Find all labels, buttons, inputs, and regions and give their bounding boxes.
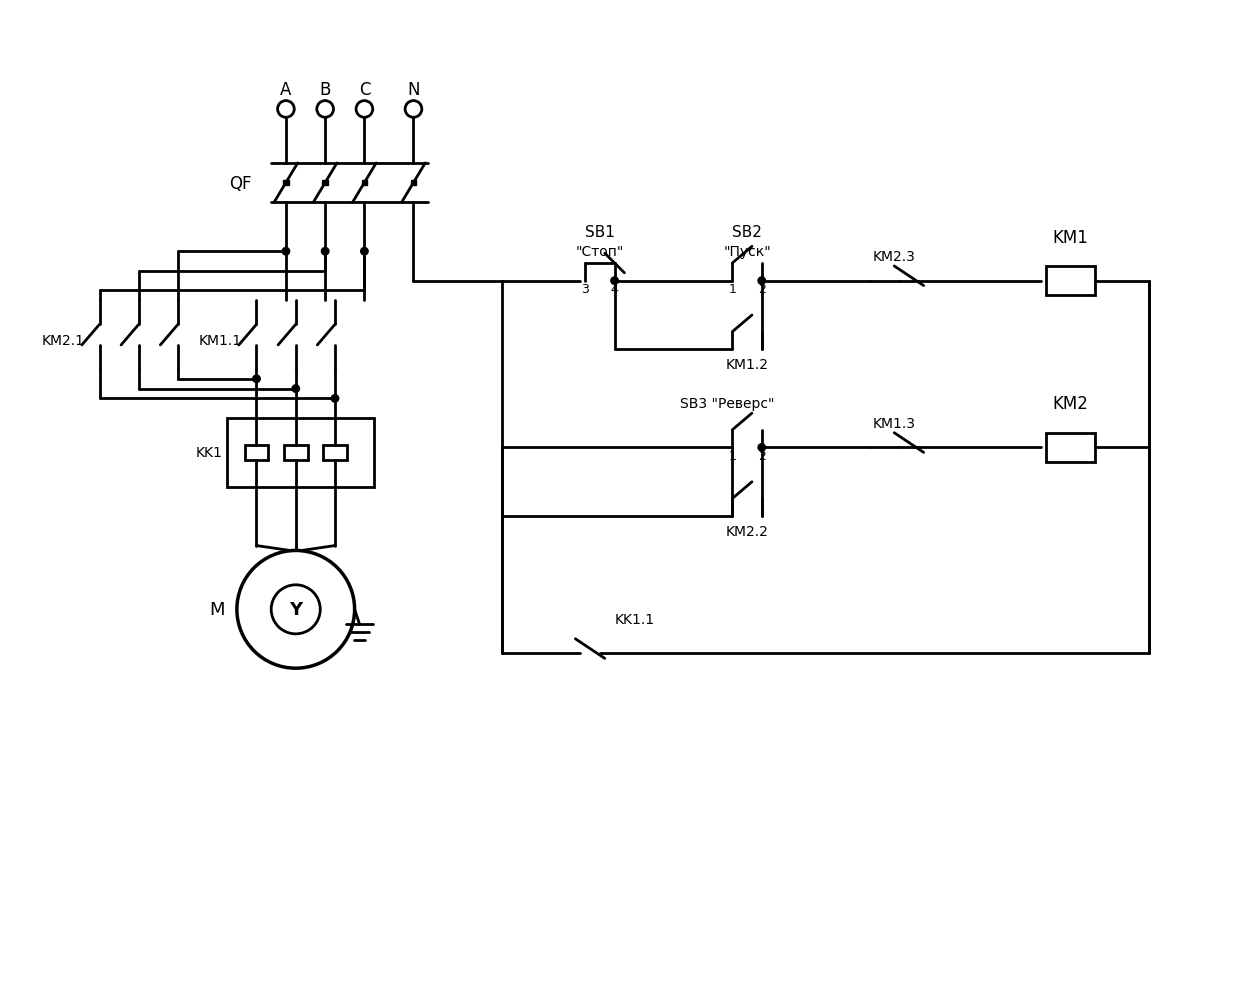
Text: SB2: SB2 [732,225,762,240]
Text: A: A [280,82,291,99]
Text: KM1: KM1 [1053,229,1089,247]
Text: Y: Y [289,600,302,618]
Circle shape [253,376,260,383]
Text: SB1: SB1 [585,225,615,240]
Text: 2: 2 [758,449,766,462]
Bar [411,181,416,186]
Text: 2: 2 [758,282,766,295]
Circle shape [282,248,290,255]
Text: KM1.1: KM1.1 [198,333,242,347]
Text: KM2: KM2 [1053,395,1089,413]
Text: KM1.3: KM1.3 [872,416,916,430]
Text: B: B [320,82,331,99]
Text: "Стоп": "Стоп" [576,245,624,259]
Text: M: M [209,600,225,618]
Text: 1: 1 [729,282,736,295]
Text: KK1.1: KK1.1 [615,612,654,626]
Bar [245,445,269,461]
Bar [1046,266,1095,296]
Text: N: N [408,82,420,99]
Bar [362,181,367,186]
Bar [227,418,374,487]
Bar [323,445,347,461]
Circle shape [611,277,618,285]
Circle shape [292,386,300,393]
Text: QF: QF [229,174,252,193]
Text: 1: 1 [729,449,736,462]
Text: 4: 4 [611,282,618,295]
Bar [322,181,328,186]
Text: KM2.1: KM2.1 [42,333,84,347]
Circle shape [361,248,368,255]
Text: SB3 "Реверс": SB3 "Реверс" [680,397,774,411]
Bar [284,181,289,186]
Circle shape [321,248,328,255]
Text: "Пуск": "Пуск" [724,245,771,259]
Text: KM1.2: KM1.2 [726,358,768,372]
Text: 3: 3 [581,282,589,295]
Circle shape [331,396,338,403]
Circle shape [758,277,766,285]
Text: KM2.2: KM2.2 [726,524,768,539]
Text: KM2.3: KM2.3 [872,249,916,263]
Bar [284,445,307,461]
Bar [1046,433,1095,462]
Text: C: C [358,82,370,99]
Circle shape [758,444,766,451]
Text: KK1: KK1 [196,446,222,460]
